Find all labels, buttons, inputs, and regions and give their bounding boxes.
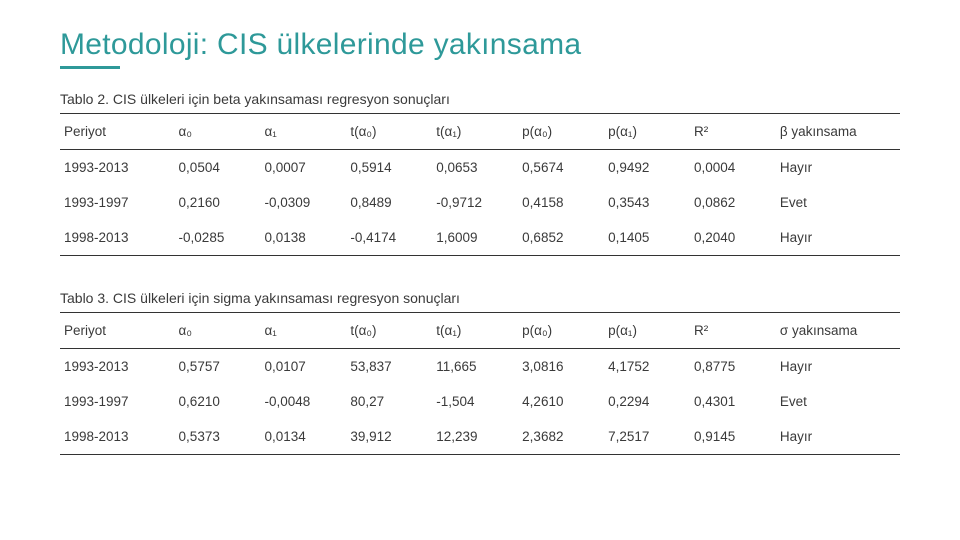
table-cell: Evet xyxy=(776,384,900,419)
table-cell: 0,5674 xyxy=(518,150,604,186)
table-cell: -0,0048 xyxy=(260,384,346,419)
table-cell: 1993-1997 xyxy=(60,384,175,419)
table-cell: 4,1752 xyxy=(604,349,690,385)
table-cell: Hayır xyxy=(776,349,900,385)
table3-col-2: α₁ xyxy=(260,313,346,349)
table-cell: Hayır xyxy=(776,220,900,256)
table-cell: 0,0107 xyxy=(260,349,346,385)
table-cell: 0,9492 xyxy=(604,150,690,186)
table-cell: -0,9712 xyxy=(432,185,518,220)
table-cell: 3,0816 xyxy=(518,349,604,385)
table-cell: 7,2517 xyxy=(604,419,690,455)
table-cell: 0,0007 xyxy=(260,150,346,186)
table-cell: 0,1405 xyxy=(604,220,690,256)
table-cell: 0,2040 xyxy=(690,220,776,256)
table2-col-3: t(α₀) xyxy=(346,114,432,150)
table-cell: -0,4174 xyxy=(346,220,432,256)
table-cell: 0,8775 xyxy=(690,349,776,385)
table-cell: 0,9145 xyxy=(690,419,776,455)
page-title: Metodoloji: CIS ülkelerinde yakınsama xyxy=(60,28,900,62)
table3: Periyot α₀ α₁ t(α₀) t(α₁) p(α₀) p(α₁) R²… xyxy=(60,312,900,455)
table-cell: 0,5373 xyxy=(175,419,261,455)
table-cell: 0,0504 xyxy=(175,150,261,186)
table-cell: 1,6009 xyxy=(432,220,518,256)
table3-col-1: α₀ xyxy=(175,313,261,349)
table-cell: 4,2610 xyxy=(518,384,604,419)
title-accent xyxy=(60,66,120,69)
table3-col-5: p(α₀) xyxy=(518,313,604,349)
table-cell: 39,912 xyxy=(346,419,432,455)
table3-col-8: σ yakınsama xyxy=(776,313,900,349)
table-cell: 0,3543 xyxy=(604,185,690,220)
table-cell: -0,0309 xyxy=(260,185,346,220)
table-cell: Hayır xyxy=(776,150,900,186)
table2-col-4: t(α₁) xyxy=(432,114,518,150)
table2-col-1: α₀ xyxy=(175,114,261,150)
table3-wrapper: Tablo 3. CIS ülkeleri için sigma yakınsa… xyxy=(60,290,900,455)
table-cell: -0,0285 xyxy=(175,220,261,256)
table-cell: 0,6852 xyxy=(518,220,604,256)
table-cell: 0,5757 xyxy=(175,349,261,385)
table-cell: 1993-2013 xyxy=(60,349,175,385)
table-cell: 1993-1997 xyxy=(60,185,175,220)
table2: Periyot α₀ α₁ t(α₀) t(α₁) p(α₀) p(α₁) R²… xyxy=(60,113,900,256)
table-row: 1998-2013 -0,0285 0,0138 -0,4174 1,6009 … xyxy=(60,220,900,256)
table-cell: 0,4158 xyxy=(518,185,604,220)
table-cell: 0,5914 xyxy=(346,150,432,186)
table-row: 1993-2013 0,5757 0,0107 53,837 11,665 3,… xyxy=(60,349,900,385)
table-cell: 12,239 xyxy=(432,419,518,455)
table2-wrapper: Tablo 2. CIS ülkeleri için beta yakınsam… xyxy=(60,91,900,256)
table-cell: 0,2294 xyxy=(604,384,690,419)
table-cell: 1993-2013 xyxy=(60,150,175,186)
table3-col-6: p(α₁) xyxy=(604,313,690,349)
table3-col-0: Periyot xyxy=(60,313,175,349)
table-cell: Evet xyxy=(776,185,900,220)
table2-caption: Tablo 2. CIS ülkeleri için beta yakınsam… xyxy=(60,91,900,107)
table-cell: 53,837 xyxy=(346,349,432,385)
table-cell: 0,6210 xyxy=(175,384,261,419)
table-cell: 0,0138 xyxy=(260,220,346,256)
table-row: 1993-1997 0,2160 -0,0309 0,8489 -0,9712 … xyxy=(60,185,900,220)
table-cell: 0,8489 xyxy=(346,185,432,220)
table-cell: 1998-2013 xyxy=(60,220,175,256)
table2-col-0: Periyot xyxy=(60,114,175,150)
table3-caption: Tablo 3. CIS ülkeleri için sigma yakınsa… xyxy=(60,290,900,306)
table2-header-row: Periyot α₀ α₁ t(α₀) t(α₁) p(α₀) p(α₁) R²… xyxy=(60,114,900,150)
table-row: 1998-2013 0,5373 0,0134 39,912 12,239 2,… xyxy=(60,419,900,455)
table-cell: 0,2160 xyxy=(175,185,261,220)
table3-col-4: t(α₁) xyxy=(432,313,518,349)
table-cell: Hayır xyxy=(776,419,900,455)
table3-header-row: Periyot α₀ α₁ t(α₀) t(α₁) p(α₀) p(α₁) R²… xyxy=(60,313,900,349)
table-row: 1993-2013 0,0504 0,0007 0,5914 0,0653 0,… xyxy=(60,150,900,186)
table-cell: 11,665 xyxy=(432,349,518,385)
table2-col-7: R² xyxy=(690,114,776,150)
table3-col-7: R² xyxy=(690,313,776,349)
table-cell: 80,27 xyxy=(346,384,432,419)
table3-col-3: t(α₀) xyxy=(346,313,432,349)
table2-col-8: β yakınsama xyxy=(776,114,900,150)
table2-col-6: p(α₁) xyxy=(604,114,690,150)
table-cell: 0,0653 xyxy=(432,150,518,186)
table-cell: 2,3682 xyxy=(518,419,604,455)
table-cell: 1998-2013 xyxy=(60,419,175,455)
table-cell: 0,0862 xyxy=(690,185,776,220)
table-cell: -1,504 xyxy=(432,384,518,419)
table-cell: 0,0134 xyxy=(260,419,346,455)
table2-col-5: p(α₀) xyxy=(518,114,604,150)
table-cell: 0,4301 xyxy=(690,384,776,419)
table-cell: 0,0004 xyxy=(690,150,776,186)
table-row: 1993-1997 0,6210 -0,0048 80,27 -1,504 4,… xyxy=(60,384,900,419)
table2-col-2: α₁ xyxy=(260,114,346,150)
